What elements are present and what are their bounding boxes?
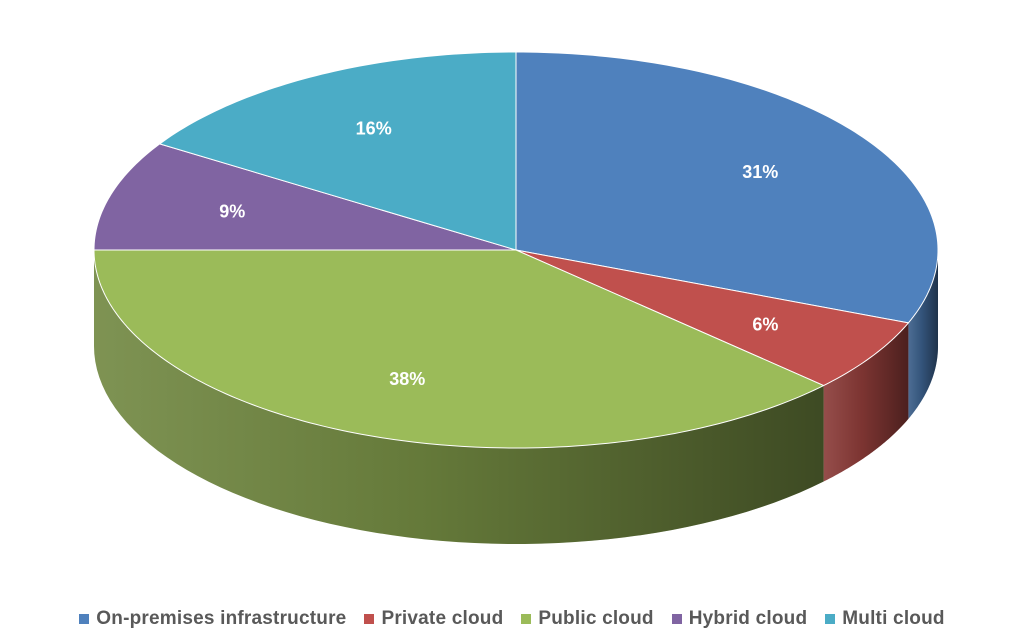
legend-swatch [671,614,682,624]
pie-side-shade-0 [908,250,938,419]
slice-value-label: 9% [219,201,245,221]
legend: On-premises infrastructure Private cloud… [0,608,1024,630]
legend-item-private-cloud: Private cloud [364,608,503,630]
pie-top [93,51,939,449]
legend-label: Private cloud [381,608,504,629]
slice-value-label: 6% [752,314,778,334]
pie-sides [94,250,938,544]
pie-slice-3 [93,143,517,251]
slice-value-label: 38% [389,369,425,389]
legend-item-hybrid-cloud: Hybrid cloud [671,608,808,630]
pie-slice-2 [93,249,825,449]
legend-label: Multi cloud [842,608,945,629]
legend-label: Public cloud [538,608,654,629]
legend-swatch [79,614,90,624]
pie-side-shade-2 [94,250,824,544]
pie-labels: 31% 6% 38% 9% 16% [219,119,778,389]
legend-item-on-premises: On-premises infrastructure [79,608,346,630]
legend-swatch [521,614,532,624]
legend-label: On-premises infrastructure [96,608,347,629]
pie-slice-4 [159,51,517,251]
pie-slice-0 [515,51,939,324]
legend-item-public-cloud: Public cloud [521,608,654,630]
pie-chart: 31% 6% 38% 9% 16% [93,51,939,544]
slice-value-label: 16% [356,119,392,139]
legend-swatch [825,614,836,624]
pie-side-shade-1 [823,322,909,482]
slice-value-label: 31% [742,162,778,182]
legend-swatch [364,614,375,624]
legend-item-multi-cloud: Multi cloud [825,608,945,630]
legend-label: Hybrid cloud [688,608,808,629]
pie-slice-1 [515,249,909,387]
